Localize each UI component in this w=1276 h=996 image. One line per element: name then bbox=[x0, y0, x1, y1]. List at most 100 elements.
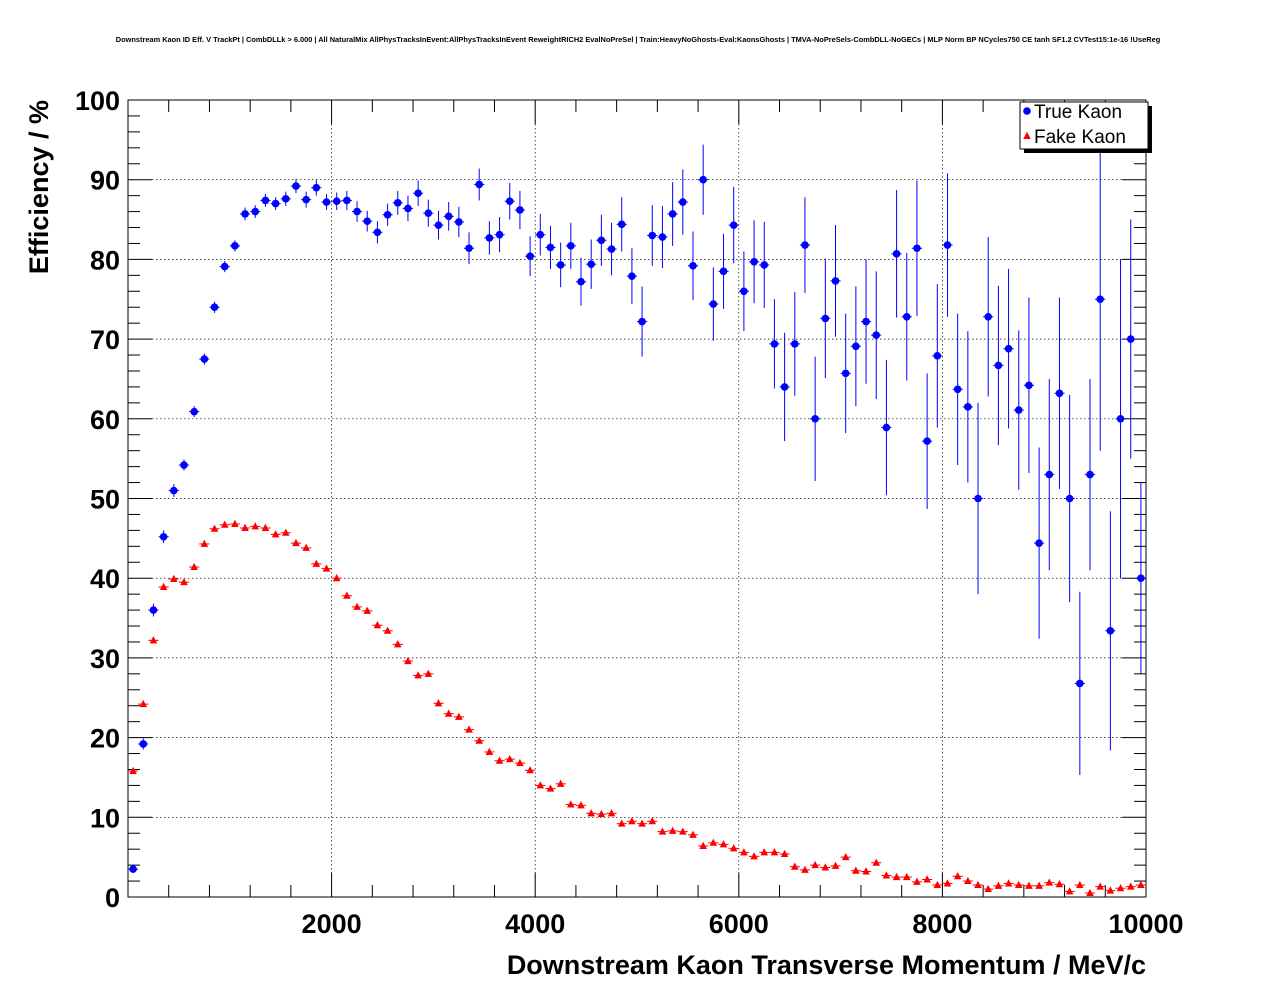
true-kaon-point bbox=[852, 342, 860, 351]
true-kaon-legend-label: True Kaon bbox=[1034, 102, 1122, 123]
true-kaon-point bbox=[465, 244, 473, 253]
fake-kaon-point bbox=[343, 591, 351, 599]
true-kaon-point bbox=[740, 287, 748, 296]
fake-kaon-point bbox=[567, 800, 575, 808]
true-kaon-point bbox=[801, 241, 809, 249]
y-tick-label: 20 bbox=[90, 724, 120, 754]
fake-kaon-point bbox=[220, 520, 229, 528]
fake-kaon-point bbox=[841, 852, 850, 861]
y-tick-label: 50 bbox=[90, 485, 120, 515]
true-kaon-point bbox=[719, 267, 728, 276]
true-kaon-point bbox=[1076, 679, 1084, 688]
fake-kaon-point bbox=[994, 881, 1003, 889]
fake-kaon-point bbox=[852, 866, 860, 874]
fake-kaon-point bbox=[719, 840, 728, 848]
fake-kaon-point bbox=[1055, 880, 1064, 888]
y-tick-label: 0 bbox=[105, 883, 120, 913]
true-kaon-point bbox=[516, 206, 524, 214]
true-kaon-point bbox=[292, 182, 300, 190]
fake-kaon-point bbox=[882, 871, 891, 879]
true-kaon-point bbox=[434, 221, 443, 229]
fake-kaon-point bbox=[780, 849, 789, 857]
fake-kaon-point bbox=[943, 879, 952, 887]
x-tick-label: 4000 bbox=[505, 909, 565, 939]
true-kaon-point bbox=[455, 218, 463, 226]
true-kaon-point bbox=[831, 277, 840, 285]
fake-kaon-point bbox=[1116, 884, 1125, 892]
fake-kaon-point bbox=[292, 538, 300, 547]
fake-kaon-point bbox=[1035, 881, 1043, 889]
true-kaon-point bbox=[964, 403, 972, 411]
fake-kaon-point bbox=[587, 809, 595, 817]
fake-kaon-point bbox=[332, 574, 341, 582]
fake-kaon-point bbox=[353, 602, 361, 610]
true-kaon-series bbox=[128, 144, 1146, 874]
fake-kaon-point bbox=[984, 884, 993, 893]
true-kaon-point bbox=[424, 209, 433, 217]
fake-kaon-point bbox=[475, 736, 484, 744]
fake-kaon-point bbox=[709, 838, 718, 846]
fake-kaon-point bbox=[546, 784, 555, 792]
true-kaon-point bbox=[709, 300, 718, 308]
true-kaon-point bbox=[974, 494, 982, 503]
fake-kaon-point bbox=[1126, 882, 1135, 890]
fake-kaon-point bbox=[790, 862, 799, 870]
fake-kaon-point bbox=[495, 756, 504, 764]
fake-kaon-point bbox=[373, 621, 382, 629]
true-kaon-point bbox=[414, 189, 422, 198]
y-tick-label: 100 bbox=[75, 86, 120, 116]
true-kaon-point bbox=[577, 277, 585, 286]
true-kaon-point bbox=[404, 204, 412, 213]
fake-kaon-point bbox=[200, 539, 209, 547]
fake-kaon-point bbox=[170, 574, 178, 582]
chart-title: Downstream Kaon ID Eff. V TrackPt | Comb… bbox=[116, 35, 1161, 44]
true-kaon-point bbox=[668, 210, 677, 218]
y-tick-label: 60 bbox=[90, 405, 120, 435]
true-kaon-point bbox=[170, 486, 178, 495]
fake-kaon-point bbox=[689, 830, 697, 838]
true-kaon-point bbox=[892, 250, 901, 258]
fake-kaon-point bbox=[750, 852, 758, 860]
fake-kaon-point bbox=[1106, 886, 1115, 894]
true-kaon-point bbox=[1086, 470, 1094, 479]
true-kaon-point bbox=[1116, 415, 1125, 423]
true-kaon-point bbox=[332, 197, 341, 206]
fake-kaon-point bbox=[455, 712, 463, 720]
true-kaon-point bbox=[180, 461, 188, 469]
true-kaon-point bbox=[322, 198, 331, 206]
true-kaon-point bbox=[648, 231, 657, 240]
fake-kaon-point bbox=[414, 671, 422, 679]
true-kaon-point bbox=[373, 228, 382, 237]
fake-kaon-point bbox=[526, 766, 534, 774]
true-kaon-point bbox=[628, 272, 636, 280]
true-kaon-point bbox=[149, 606, 158, 614]
fake-kaon-point bbox=[322, 564, 331, 572]
true-kaon-point bbox=[281, 195, 290, 203]
true-kaon-point bbox=[811, 415, 819, 423]
true-kaon-point bbox=[679, 198, 687, 206]
true-kaon-point bbox=[231, 242, 239, 250]
fake-kaon-point bbox=[1076, 880, 1084, 889]
true-kaon-point bbox=[821, 314, 830, 323]
true-kaon-point bbox=[1065, 494, 1074, 503]
fake-kaon-point bbox=[668, 826, 677, 834]
y-tick-label: 70 bbox=[90, 325, 120, 355]
true-kaon-point bbox=[383, 210, 392, 219]
fake-kaon-point bbox=[505, 754, 514, 763]
x-axis-tick-labels: 2000 4000 6000 8000 10000 bbox=[302, 909, 1184, 939]
fake-kaon-point bbox=[1045, 878, 1054, 886]
fake-kaon-point bbox=[831, 861, 840, 869]
true-kaon-point bbox=[495, 230, 504, 239]
fake-kaon-point bbox=[964, 876, 972, 885]
x-tick-label: 8000 bbox=[912, 909, 972, 939]
true-kaon-point bbox=[200, 355, 209, 363]
true-kaon-point bbox=[862, 317, 870, 326]
fake-kaon-series bbox=[128, 519, 1146, 897]
fake-kaon-point bbox=[404, 656, 412, 665]
fake-kaon-point bbox=[607, 809, 616, 817]
true-kaon-point bbox=[699, 175, 707, 184]
true-kaon-point bbox=[526, 252, 534, 261]
true-kaon-point bbox=[1126, 335, 1135, 343]
true-kaon-point bbox=[872, 331, 881, 339]
fake-kaon-point bbox=[210, 524, 219, 532]
